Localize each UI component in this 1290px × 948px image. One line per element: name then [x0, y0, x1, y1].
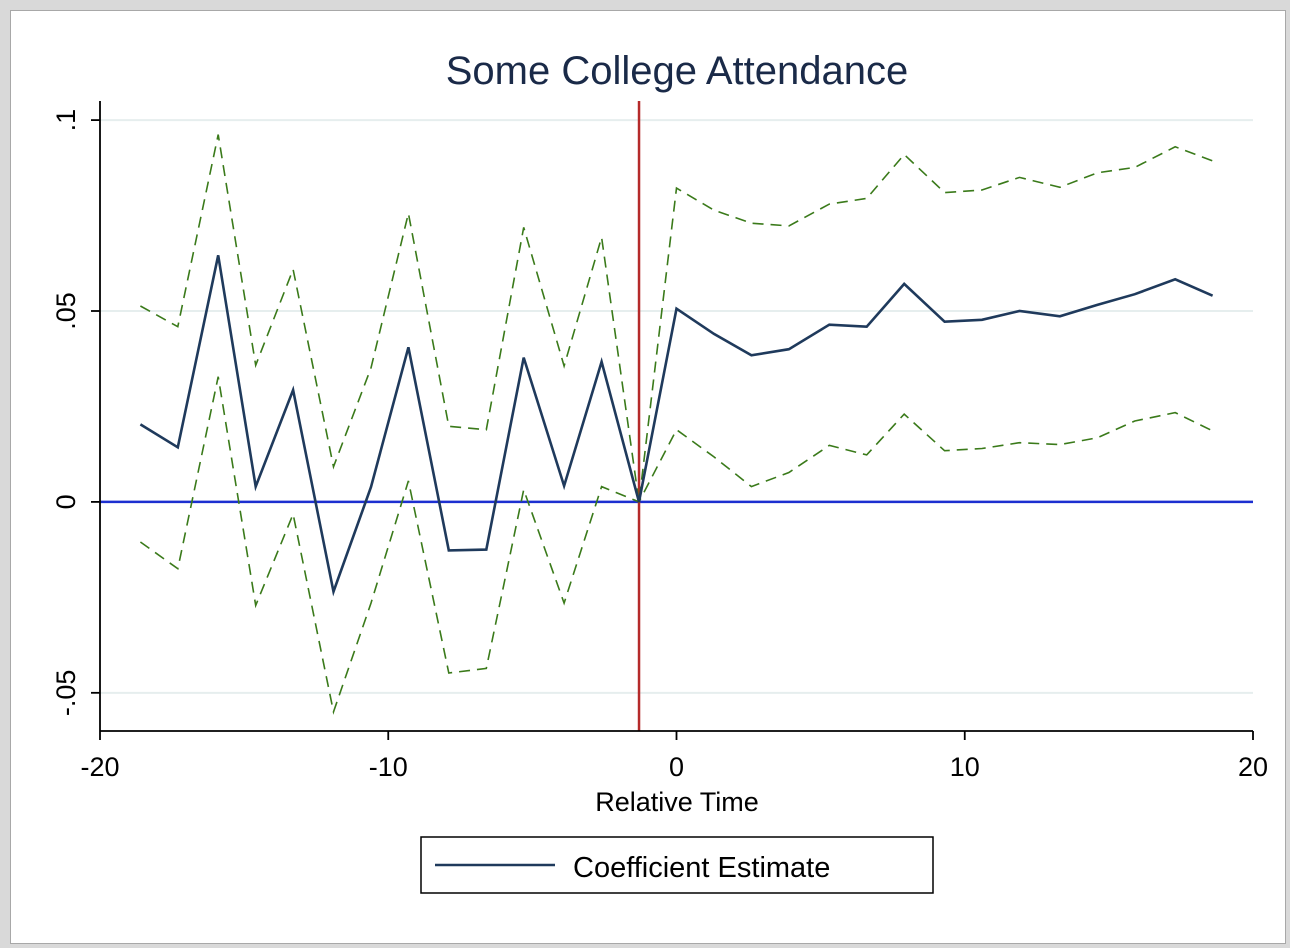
lower-bound-line: [139, 376, 1213, 715]
upper-bound-line: [140, 134, 1213, 503]
x-tick-label: -10: [369, 752, 408, 782]
x-tick-label: -20: [80, 752, 119, 782]
x-tick-label: 10: [950, 752, 980, 782]
plot-area: [100, 101, 1253, 731]
y-tick-label: 0: [51, 494, 81, 509]
legend: Coefficient Estimate: [420, 836, 934, 894]
grid: [100, 119, 1253, 694]
x-tick-label: 20: [1238, 752, 1268, 782]
coefficient-line: [139, 255, 1214, 597]
y-tick-label: .1: [51, 109, 81, 132]
chart-title: Some College Attendance: [446, 49, 909, 93]
y-tick-label: .05: [51, 292, 81, 330]
x-tick-label: 0: [669, 752, 684, 782]
legend-entry: Coefficient Estimate: [573, 852, 830, 884]
x-axis-label: Relative Time: [595, 787, 759, 817]
y-tick-label: -.05: [51, 670, 81, 717]
legend-box: [420, 836, 934, 894]
axes: -20 -10 0 10 20 -.05 0 .05 .1: [51, 101, 1268, 782]
chart-frame: Some College Attendance -20 -10 0 10 20 -.05 0…: [10, 10, 1286, 944]
chart: Some College Attendance -20 -10 0 10 20 -.05 0…: [51, 49, 1268, 894]
